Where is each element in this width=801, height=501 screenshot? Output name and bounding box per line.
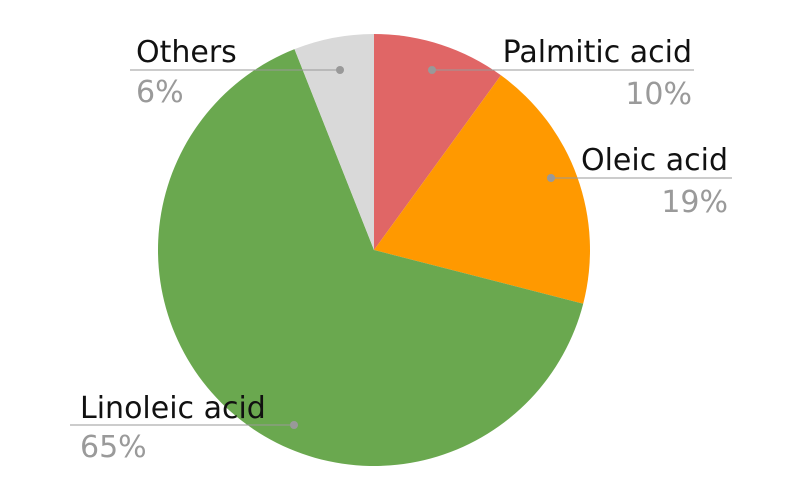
percent-others: 6% [136,75,184,110]
leader-dot-linoleic-acid [290,421,298,429]
leader-lines [70,66,732,429]
leader-dot-palmitic-acid [428,66,436,74]
percent-palmitic-acid: 10% [625,77,692,112]
pie-slices [157,34,590,467]
leader-dot-others [336,66,344,74]
slice-palmitic-acid [374,34,501,250]
slice-others [294,34,374,250]
percent-linoleic-acid: 65% [80,430,147,465]
label-palmitic-acid: Palmitic acid [503,35,692,70]
slice-oleic-acid [374,75,590,304]
leader-dot-oleic-acid [547,174,555,182]
slice-labels: Palmitic acid 10% Oleic acid 19% Linoleic ac… [80,35,728,465]
percent-oleic-acid: 19% [661,185,728,220]
label-others: Others [136,35,237,70]
slice-linoleic-acid [157,49,584,467]
label-oleic-acid: Oleic acid [581,143,728,178]
label-linoleic-acid: Linoleic acid [80,391,266,426]
